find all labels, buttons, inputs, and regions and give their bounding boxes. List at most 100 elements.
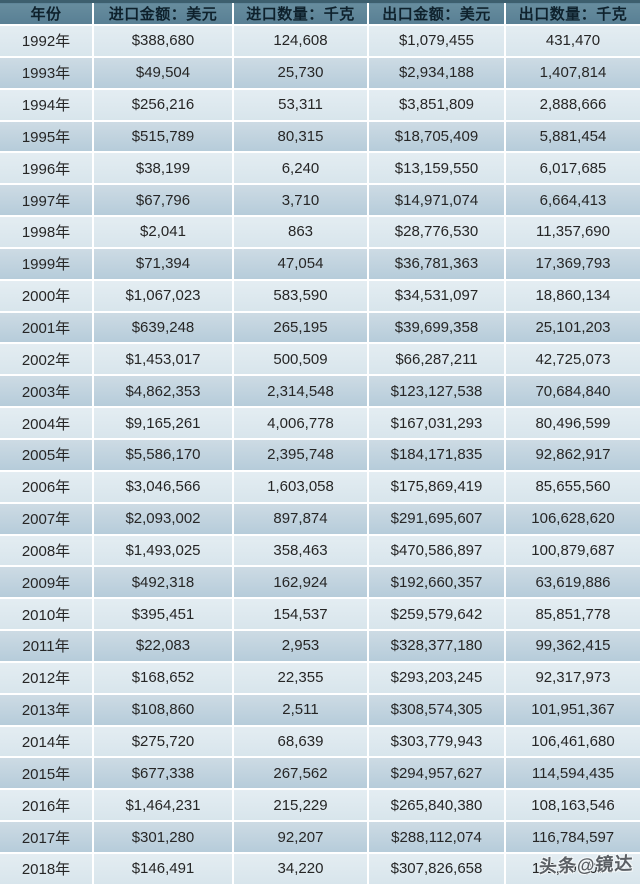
table-cell: 68,639	[233, 725, 369, 759]
table-cell: $3,851,809	[368, 88, 506, 122]
table-cell: 2,888,666	[505, 88, 640, 122]
year-cell: 2018年	[0, 852, 94, 886]
table-cell: 1,603,058	[233, 470, 369, 504]
table-row: 1996年 $38,199 6,240 $13,159,550 6,017,685	[0, 152, 640, 186]
table-cell: $36,781,363	[368, 247, 506, 281]
table-cell: 6,664,413	[505, 184, 640, 218]
table-row: 1999年 $71,394 47,054 $36,781,363 17,369,793	[0, 247, 640, 281]
table-cell: 2,511	[233, 693, 369, 727]
table-cell: $301,280	[93, 821, 234, 854]
table-cell: $328,377,180	[368, 630, 506, 663]
column-header: 进口数量：千克	[233, 0, 369, 26]
table-cell: 63,619,886	[505, 566, 640, 600]
table-cell: $39,699,358	[368, 311, 506, 345]
table-cell: $2,093,002	[93, 502, 234, 536]
table-row: 1997年 $67,796 3,710 $14,971,074 6,664,413	[0, 184, 640, 218]
table-cell: 116,784,597	[505, 821, 640, 854]
table-row: 2012年 $168,652 22,355 $293,203,245 92,317,97…	[0, 661, 640, 695]
year-cell: 2000年	[0, 279, 94, 313]
year-cell: 1994年	[0, 88, 94, 122]
year-cell: 2006年	[0, 470, 94, 504]
table-cell: 6,017,685	[505, 152, 640, 186]
table-cell: $1,079,455	[368, 25, 506, 58]
table-cell: 2,953	[233, 630, 369, 663]
table-row: 1995年 $515,789 80,315 $18,705,409 5,881,454	[0, 120, 640, 154]
table-cell: $13,159,550	[368, 152, 506, 186]
table-row: 2007年 $2,093,002 897,874 $291,695,607 106,62…	[0, 502, 640, 536]
table-cell: 17,369,793	[505, 247, 640, 281]
table-cell: 22,355	[233, 661, 369, 695]
table-cell: $265,840,380	[368, 789, 506, 823]
table-cell: 80,315	[233, 120, 369, 154]
year-cell: 2007年	[0, 502, 94, 536]
table-cell: $49,504	[93, 56, 234, 90]
table-cell: $9,165,261	[93, 407, 234, 440]
table-cell: $259,579,642	[368, 598, 506, 632]
table-cell: $307,826,658	[368, 852, 506, 886]
table-row: 2015年 $677,338 267,562 $294,957,627 114,594,…	[0, 757, 640, 791]
table-row: 2005年 $5,586,170 2,395,748 $184,171,835 92,8…	[0, 438, 640, 472]
table-cell: 583,590	[233, 279, 369, 313]
table-cell: $492,318	[93, 566, 234, 600]
table-cell: 47,054	[233, 247, 369, 281]
table-cell: $639,248	[93, 311, 234, 345]
table-cell: $677,338	[93, 757, 234, 791]
year-cell: 2011年	[0, 630, 94, 663]
table-cell: $275,720	[93, 725, 234, 759]
table-cell: 34,220	[233, 852, 369, 886]
table-cell: $288,112,074	[368, 821, 506, 854]
table-cell: $2,041	[93, 216, 234, 249]
table-cell: 18,860,134	[505, 279, 640, 313]
table-cell: 70,684,840	[505, 375, 640, 409]
table-cell: 99,362,415	[505, 630, 640, 663]
table-cell: $388,680	[93, 25, 234, 58]
table-row: 2008年 $1,493,025 358,463 $470,586,897 100,87…	[0, 534, 640, 568]
table-cell: $308,574,305	[368, 693, 506, 727]
table-cell: 863	[233, 216, 369, 249]
table-cell: $294,957,627	[368, 757, 506, 791]
table-cell: 2,395,748	[233, 438, 369, 472]
table-row: 2010年 $395,451 154,537 $259,579,642 85,851,7…	[0, 598, 640, 632]
table-body: 1992年 $388,680 124,608 $1,079,455 431,470 199…	[0, 25, 640, 886]
table-row: 1993年 $49,504 25,730 $2,934,188 1,407,814	[0, 56, 640, 90]
year-cell: 2013年	[0, 693, 94, 727]
table-cell: $395,451	[93, 598, 234, 632]
table-row: 2002年 $1,453,017 500,509 $66,287,211 42,725,…	[0, 343, 640, 377]
year-cell: 2017年	[0, 821, 94, 854]
table-cell: 6,240	[233, 152, 369, 186]
table-cell: 4,006,778	[233, 407, 369, 440]
table-cell: $4,862,353	[93, 375, 234, 409]
table-cell: 106,461,680	[505, 725, 640, 759]
table-cell: 112,703,086	[505, 852, 640, 886]
table-cell: $5,586,170	[93, 438, 234, 472]
table-cell: $3,046,566	[93, 470, 234, 504]
table-cell: $66,287,211	[368, 343, 506, 377]
year-cell: 2005年	[0, 438, 94, 472]
year-cell: 1999年	[0, 247, 94, 281]
table-cell: 92,317,973	[505, 661, 640, 695]
table-cell: $108,860	[93, 693, 234, 727]
table-cell: $2,934,188	[368, 56, 506, 90]
year-cell: 2010年	[0, 598, 94, 632]
year-cell: 2004年	[0, 407, 94, 440]
table-cell: $168,652	[93, 661, 234, 695]
table-row: 2018年 $146,491 34,220 $307,826,658 112,703,0…	[0, 852, 640, 886]
column-header: 进口金额：美元	[93, 0, 234, 26]
table-cell: 85,851,778	[505, 598, 640, 632]
year-cell: 1998年	[0, 216, 94, 249]
table-cell: $14,971,074	[368, 184, 506, 218]
year-cell: 2016年	[0, 789, 94, 823]
table-cell: 265,195	[233, 311, 369, 345]
table-cell: $184,171,835	[368, 438, 506, 472]
table-cell: $175,869,419	[368, 470, 506, 504]
table-cell: 5,881,454	[505, 120, 640, 154]
table-cell: $67,796	[93, 184, 234, 218]
table-cell: $22,083	[93, 630, 234, 663]
year-cell: 2014年	[0, 725, 94, 759]
table-row: 2004年 $9,165,261 4,006,778 $167,031,293 80,4…	[0, 407, 640, 440]
table-cell: 1,407,814	[505, 56, 640, 90]
table-cell: 3,710	[233, 184, 369, 218]
year-cell: 2012年	[0, 661, 94, 695]
table-cell: 358,463	[233, 534, 369, 568]
